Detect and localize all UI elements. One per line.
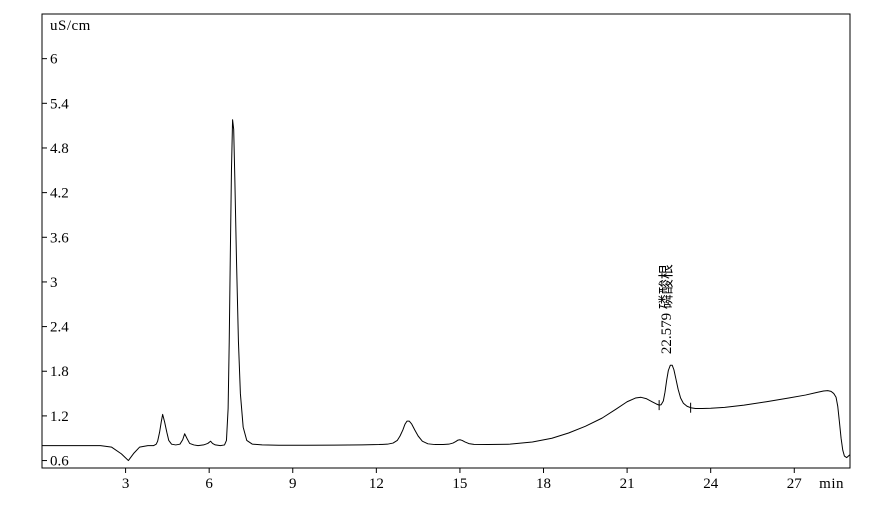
y-tick-label: 3.6 <box>50 230 69 246</box>
plot-frame <box>42 14 850 468</box>
x-tick-label: 6 <box>205 476 213 492</box>
chromatogram-chart: 0.6 1.2 1.8 2.4 3 3.6 4.2 4.8 5.4 6 3 6 9 12 15 18 21 24 2… <box>0 0 870 520</box>
x-tick-label: 24 <box>703 476 719 492</box>
y-tick-label: 0.6 <box>50 454 69 470</box>
x-axis-label: min <box>819 476 844 492</box>
peak-annotation: 22.579 磷酸根 <box>658 264 675 354</box>
y-tick-label: 4.8 <box>50 141 69 157</box>
y-axis-label: uS/cm <box>50 18 91 34</box>
x-tick-label: 3 <box>122 476 130 492</box>
x-tick-label: 12 <box>369 476 384 492</box>
y-tick-label: 3 <box>50 275 58 291</box>
x-tick-label: 18 <box>536 476 551 492</box>
y-tick-label: 2.4 <box>50 320 69 336</box>
chart-svg: 0.6 1.2 1.8 2.4 3 3.6 4.2 4.8 5.4 6 3 6 9 12 15 18 21 24 2… <box>0 0 870 520</box>
y-tick-label: 1.2 <box>50 409 69 425</box>
x-tick-label: 15 <box>452 476 467 492</box>
y-tick-label: 5.4 <box>50 96 69 112</box>
x-tick-label: 9 <box>289 476 297 492</box>
y-tick-label: 6 <box>50 52 58 68</box>
y-tick-label: 1.8 <box>50 364 69 380</box>
y-tick-label: 4.2 <box>50 186 69 202</box>
chromatogram-trace <box>42 120 850 461</box>
x-tick-label: 21 <box>620 476 635 492</box>
x-tick-label: 27 <box>787 476 803 492</box>
